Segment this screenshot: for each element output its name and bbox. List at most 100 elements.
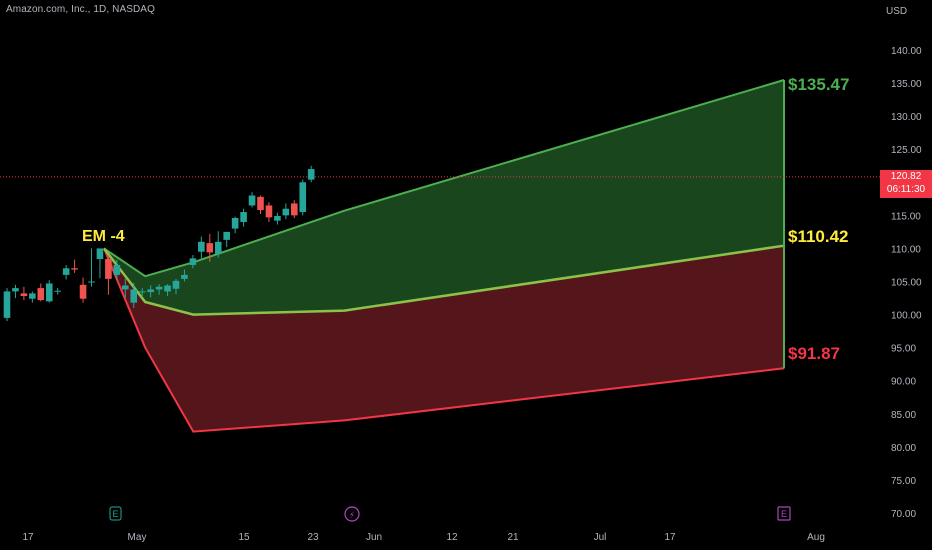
candle[interactable] [20, 286, 28, 301]
candle[interactable] [274, 212, 281, 225]
candle[interactable] [299, 179, 307, 216]
candle-body-up [274, 216, 281, 221]
mid-band-line[interactable] [103, 244, 785, 316]
candle[interactable] [231, 216, 239, 234]
candle-body-up [62, 268, 70, 275]
chart-title: Amazon.com, Inc., 1D, NASDAQ [6, 4, 155, 15]
price-tick-label: 75.00 [891, 476, 916, 487]
candle[interactable] [113, 259, 121, 281]
price-tick-label: 95.00 [891, 344, 916, 355]
candle-body-down [291, 203, 298, 216]
candle-body-up [282, 208, 290, 216]
lower-target-label[interactable]: $91.87 [788, 344, 840, 363]
mid-target-label[interactable]: $110.42 [788, 227, 849, 246]
candle-body-up [147, 289, 154, 293]
candle[interactable] [122, 278, 129, 299]
candle-body-up [45, 283, 53, 302]
candle[interactable] [147, 285, 154, 298]
candle-body-up [122, 285, 129, 290]
candle-body-up [231, 218, 239, 229]
candle[interactable] [138, 288, 146, 297]
upper-target-label[interactable]: $135.47 [788, 75, 849, 94]
candle[interactable] [45, 280, 53, 303]
time-axis[interactable]: 17 May 15 23 Jun 12 21 Jul 17 Aug [22, 532, 824, 543]
candle[interactable] [79, 277, 87, 303]
candlestick-series[interactable] [3, 165, 315, 322]
time-tick-label: May [128, 532, 147, 543]
candle[interactable] [105, 256, 112, 295]
candle[interactable] [189, 255, 197, 269]
time-tick-label: 23 [307, 532, 319, 543]
candle-body-up [181, 274, 188, 279]
current-price-value: 120.82 [890, 171, 922, 182]
time-tick-label: Jun [366, 532, 382, 543]
candle[interactable] [172, 278, 180, 295]
candle[interactable] [257, 195, 264, 215]
candle-body-up [307, 169, 315, 180]
candle[interactable] [282, 203, 290, 220]
candle[interactable] [12, 284, 19, 299]
dividend-marker-may[interactable]: ⚡ [344, 506, 360, 522]
candle-body-up [299, 182, 307, 213]
candle-body-down [79, 284, 87, 299]
candle-body-down [37, 288, 45, 301]
candle[interactable] [62, 264, 70, 280]
candle[interactable] [88, 248, 95, 287]
earnings-marker-jul[interactable]: E [777, 506, 791, 521]
time-tick-label: 17 [664, 532, 676, 543]
price-tick-label: 105.00 [891, 278, 922, 289]
lightning-icon [344, 506, 360, 522]
price-tick-label: 85.00 [891, 410, 916, 421]
price-tick-label: 70.00 [891, 509, 916, 520]
candle[interactable] [265, 202, 273, 222]
price-tick-label: 100.00 [891, 311, 922, 322]
candle[interactable] [291, 200, 298, 219]
earnings-icon [109, 506, 122, 521]
candle-body-up [155, 286, 163, 290]
candle[interactable] [214, 231, 222, 258]
candle-body-up [240, 212, 247, 222]
candle[interactable] [130, 282, 138, 308]
lower-band-fill [104, 245, 784, 432]
candle[interactable] [223, 231, 230, 248]
candle[interactable] [29, 291, 36, 303]
candle[interactable] [181, 269, 188, 282]
candle-body-up [164, 285, 171, 292]
candle[interactable] [198, 236, 205, 260]
time-tick-label: Jul [594, 532, 607, 543]
candle[interactable] [96, 248, 104, 279]
candle-body-up [198, 241, 205, 252]
candle[interactable] [3, 288, 11, 322]
earnings-marker-label: E [781, 509, 787, 519]
candle-body-up [3, 291, 11, 318]
earnings-marker-may[interactable]: E [109, 506, 122, 521]
candle-body-down [105, 259, 112, 279]
time-tick-label: 15 [238, 532, 250, 543]
candle-body-down [206, 243, 214, 253]
candle-body-up [12, 288, 19, 292]
candle[interactable] [37, 283, 45, 302]
em-label[interactable]: EM -4 [82, 228, 125, 245]
candle-body-up [130, 289, 138, 303]
time-tick-label: 12 [446, 532, 458, 543]
candle-body-up [88, 281, 95, 283]
candle[interactable] [240, 208, 247, 227]
candle-body-up [223, 231, 230, 240]
candle[interactable] [155, 284, 163, 295]
price-tick-label: 135.00 [891, 79, 922, 90]
candle[interactable] [307, 165, 315, 183]
candle-body-up [172, 280, 180, 289]
price-tick-label: 140.00 [891, 46, 922, 57]
candle-body-down [71, 268, 78, 270]
candle[interactable] [164, 284, 171, 297]
time-tick-label: Aug [807, 532, 825, 543]
candle-body-up [214, 241, 222, 254]
lower-band-line[interactable] [103, 248, 785, 433]
candle[interactable] [248, 192, 256, 208]
price-tick-label: 90.00 [891, 377, 916, 388]
candle[interactable] [71, 259, 78, 273]
candle[interactable] [206, 233, 214, 262]
candle[interactable] [54, 288, 61, 295]
